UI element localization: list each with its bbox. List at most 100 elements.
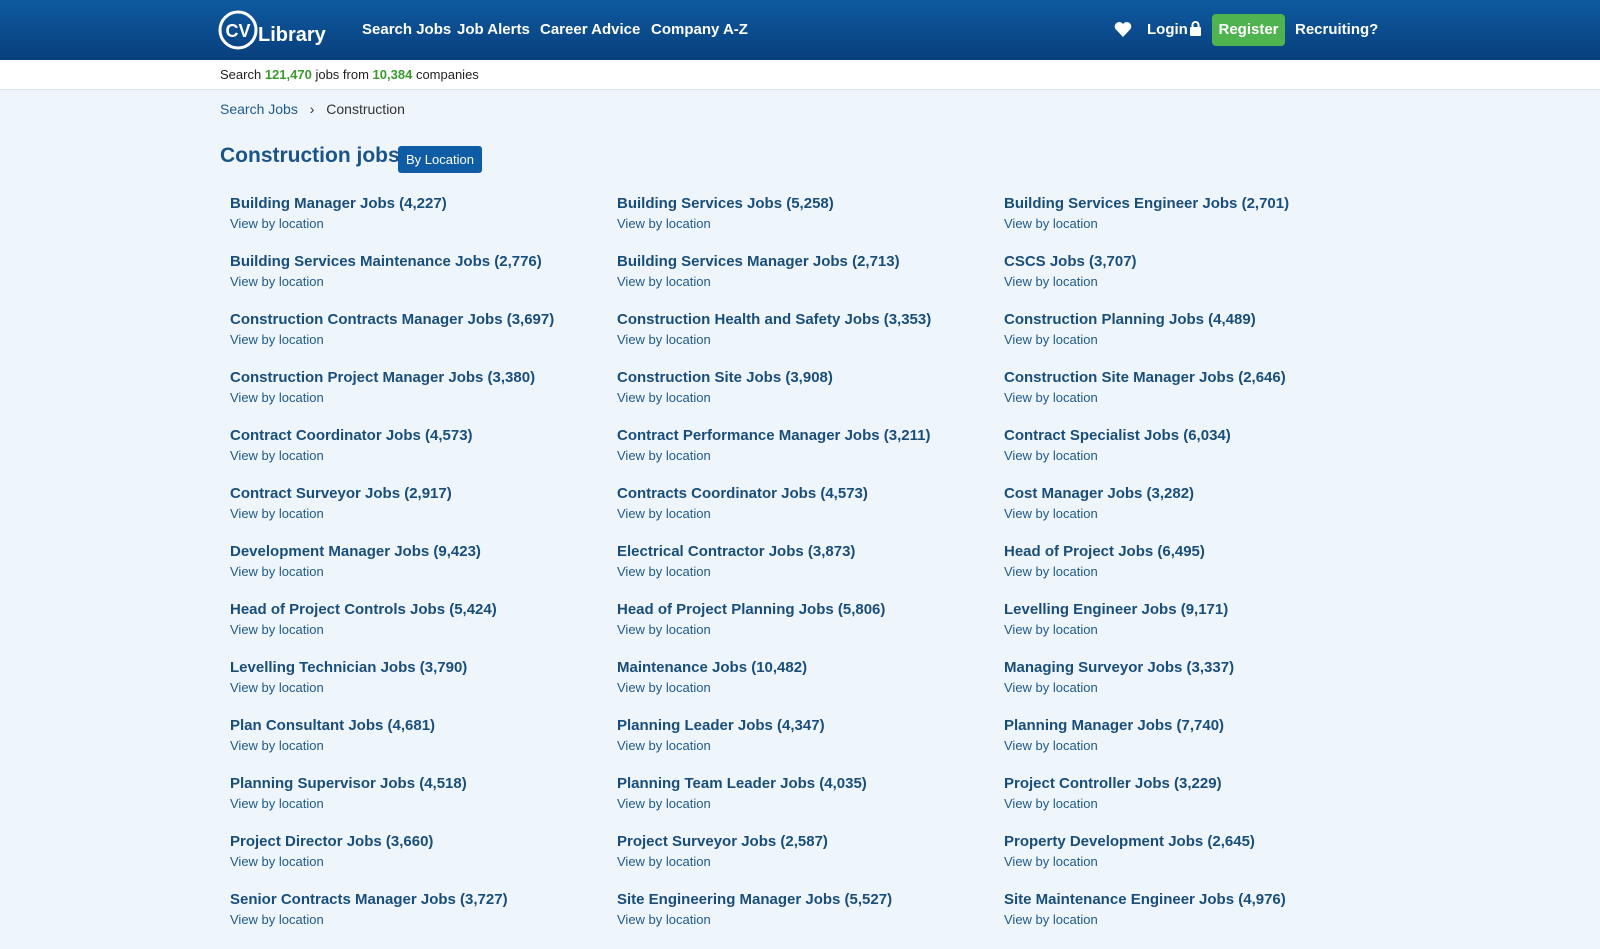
location-link[interactable]: View by location [1004,564,1098,579]
job-link[interactable]: Building Services Maintenance Jobs (2,77… [230,253,542,270]
job-link[interactable]: Construction Health and Safety Jobs (3,3… [617,311,932,328]
location-link[interactable]: View by location [230,738,324,753]
location-link[interactable]: View by location [230,448,324,463]
register-button[interactable]: Register [1212,14,1285,46]
location-link[interactable]: View by location [230,216,324,231]
stats-bar: Search 121,470 jobs from 10,384 companie… [0,60,1600,90]
recruiting-link[interactable]: Recruiting? [1295,21,1379,38]
job-link[interactable]: Managing Surveyor Jobs (3,337) [1004,659,1235,676]
logo-mark: CV [225,21,250,41]
job-link[interactable]: Levelling Engineer Jobs (9,171) [1004,601,1229,618]
location-link[interactable]: View by location [617,274,711,289]
location-link[interactable]: View by location [617,738,711,753]
location-link[interactable]: View by location [1004,680,1098,695]
nav-link[interactable]: Career Advice [540,21,641,38]
location-link[interactable]: View by location [617,448,711,463]
location-link[interactable]: View by location [230,854,324,869]
job-item: Plan Consultant Jobs (4,681) View by loca… [230,717,617,775]
location-link[interactable]: View by location [1004,390,1098,405]
by-location-button[interactable]: By Location [398,146,482,173]
location-link[interactable]: View by location [1004,854,1098,869]
nav-link[interactable]: Company A-Z [651,21,748,38]
location-link[interactable]: View by location [617,680,711,695]
job-link[interactable]: Head of Project Planning Jobs (5,806) [617,601,886,618]
job-link[interactable]: Plan Consultant Jobs (4,681) [230,717,436,734]
job-link[interactable]: Building Services Engineer Jobs (2,701) [1004,195,1290,212]
location-link[interactable]: View by location [1004,274,1098,289]
job-link[interactable]: Project Surveyor Jobs (2,587) [617,833,828,850]
job-link[interactable]: Levelling Technician Jobs (3,790) [230,659,468,676]
location-link[interactable]: View by location [1004,738,1098,753]
location-link[interactable]: View by location [230,912,324,927]
job-link[interactable]: Construction Planning Jobs (4,489) [1004,311,1256,328]
location-link[interactable]: View by location [1004,216,1098,231]
job-item: Contract Specialist Jobs (6,034) View by … [1004,427,1390,485]
job-link[interactable]: Building Manager Jobs (4,227) [230,195,447,212]
location-link[interactable]: View by location [617,216,711,231]
job-item: Project Director Jobs (3,660) View by loc… [230,833,617,891]
job-link[interactable]: Electrical Contractor Jobs (3,873) [617,543,856,560]
location-link[interactable]: View by location [230,390,324,405]
job-link[interactable]: Construction Project Manager Jobs (3,380… [230,369,536,386]
location-link[interactable]: View by location [1004,796,1098,811]
job-link[interactable]: Contract Specialist Jobs (6,034) [1004,427,1231,444]
logo[interactable]: CV Library [218,8,330,52]
job-link[interactable]: Construction Site Jobs (3,908) [617,369,833,386]
page: Construction jobs {"header":{"logo_mark"… [0,0,1600,927]
nav-link[interactable]: Search Jobs [362,21,452,38]
job-link[interactable]: Cost Manager Jobs (3,282) [1004,485,1195,502]
job-link[interactable]: Maintenance Jobs (10,482) [617,659,808,676]
location-link[interactable]: View by location [1004,332,1098,347]
favourites-icon[interactable] [1114,21,1132,38]
job-item: Building Services Maintenance Jobs (2,77… [230,253,617,311]
location-link[interactable]: View by location [617,332,711,347]
location-link[interactable]: View by location [617,622,711,637]
job-link[interactable]: Planning Leader Jobs (4,347) [617,717,825,734]
location-link[interactable]: View by location [617,796,711,811]
job-link[interactable]: Head of Project Jobs (6,495) [1004,543,1205,560]
job-link[interactable]: Development Manager Jobs (9,423) [230,543,481,560]
location-link[interactable]: View by location [617,854,711,869]
location-link[interactable]: View by location [1004,912,1098,927]
job-link[interactable]: Planning Team Leader Jobs (4,035) [617,775,867,792]
job-link[interactable]: Planning Supervisor Jobs (4,518) [230,775,467,792]
job-item: Contract Surveyor Jobs (2,917) View by lo… [230,485,617,543]
location-link[interactable]: View by location [1004,448,1098,463]
job-link[interactable]: Contract Coordinator Jobs (4,573) [230,427,473,444]
location-link[interactable]: View by location [230,564,324,579]
login-link[interactable]: Login [1147,21,1188,38]
job-item: Contracts Coordinator Jobs (4,573) View b… [617,485,1004,543]
job-link[interactable]: Contract Performance Manager Jobs (3,211… [617,427,931,444]
location-link[interactable]: View by location [1004,506,1098,521]
job-item: Building Services Engineer Jobs (2,701) V… [1004,195,1390,253]
breadcrumb-separator: › [309,101,315,117]
job-link[interactable]: Contracts Coordinator Jobs (4,573) [617,485,868,502]
location-link[interactable]: View by location [230,622,324,637]
location-link[interactable]: View by location [617,390,711,405]
nav-link[interactable]: Job Alerts [457,21,530,38]
job-link[interactable]: Building Services Manager Jobs (2,713) [617,253,900,270]
job-link[interactable]: Property Development Jobs (2,645) [1004,833,1255,850]
location-link[interactable]: View by location [230,796,324,811]
location-link[interactable]: View by location [1004,622,1098,637]
location-link[interactable]: View by location [617,564,711,579]
location-link[interactable]: View by location [230,274,324,289]
job-link[interactable]: Project Director Jobs (3,660) [230,833,434,850]
job-link[interactable]: CSCS Jobs (3,707) [1004,253,1137,270]
location-link[interactable]: View by location [230,332,324,347]
location-link[interactable]: View by location [617,506,711,521]
location-link[interactable]: View by location [230,506,324,521]
location-link[interactable]: View by location [617,912,711,927]
job-link[interactable]: Planning Manager Jobs (7,740) [1004,717,1225,734]
job-link[interactable]: Building Services Jobs (5,258) [617,195,834,212]
job-link[interactable]: Construction Site Manager Jobs (2,646) [1004,369,1286,386]
job-link[interactable]: Head of Project Controls Jobs (5,424) [230,601,497,618]
job-item: Construction Project Manager Jobs (3,380… [230,369,617,427]
location-link[interactable]: View by location [230,680,324,695]
job-item: Levelling Technician Jobs (3,790) View by… [230,659,617,717]
job-link[interactable]: Contract Surveyor Jobs (2,917) [230,485,452,502]
job-link[interactable]: Project Controller Jobs (3,229) [1004,775,1222,792]
job-link[interactable]: Construction Contracts Manager Jobs (3,6… [230,311,555,328]
breadcrumb-link[interactable]: Search Jobs [220,101,298,117]
job-item: Head of Project Planning Jobs (5,806) Vie… [617,601,1004,659]
